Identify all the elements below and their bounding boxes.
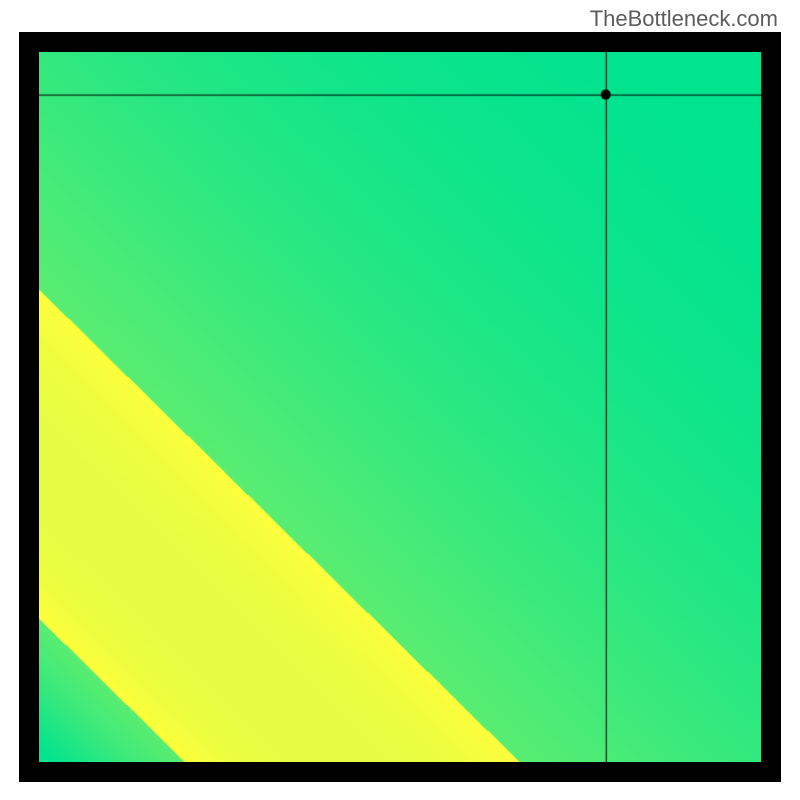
attribution-label: TheBottleneck.com — [590, 6, 778, 32]
heatmap-canvas — [39, 52, 761, 762]
root: TheBottleneck.com — [0, 0, 800, 800]
bottleneck-heatmap — [19, 32, 781, 782]
